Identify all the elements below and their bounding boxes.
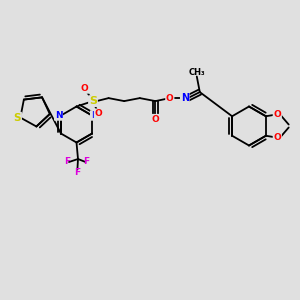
Text: O: O	[273, 110, 281, 119]
Text: O: O	[94, 109, 102, 118]
Text: S: S	[89, 96, 97, 106]
Text: F: F	[64, 158, 70, 166]
Text: O: O	[152, 115, 159, 124]
Text: N: N	[181, 93, 189, 103]
Text: S: S	[14, 112, 21, 123]
Text: O: O	[81, 84, 88, 93]
Text: N: N	[55, 111, 62, 120]
Text: O: O	[273, 133, 281, 142]
Text: CH₃: CH₃	[188, 68, 205, 77]
Text: N: N	[91, 111, 98, 120]
Text: F: F	[83, 158, 89, 166]
Text: O: O	[166, 94, 174, 103]
Text: F: F	[74, 168, 80, 177]
